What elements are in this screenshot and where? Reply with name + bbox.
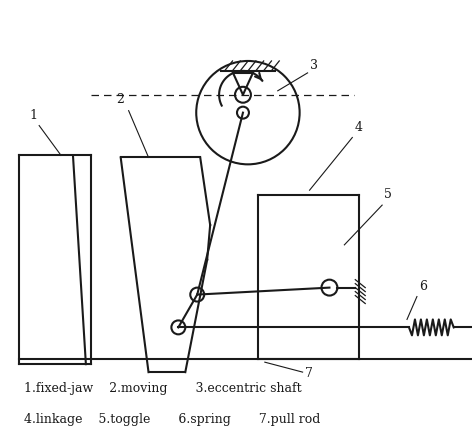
Circle shape [190, 287, 204, 302]
Text: 3: 3 [309, 59, 317, 72]
Text: 7: 7 [305, 367, 313, 380]
Circle shape [171, 320, 185, 334]
Text: 1.fixed-jaw    2.moving       3.eccentric shaft: 1.fixed-jaw 2.moving 3.eccentric shaft [24, 382, 301, 395]
Text: 1: 1 [29, 109, 37, 121]
Text: 5: 5 [384, 188, 392, 201]
Circle shape [322, 279, 337, 295]
Text: 2: 2 [116, 93, 123, 106]
Circle shape [235, 87, 251, 103]
Text: 4: 4 [354, 121, 362, 134]
Text: 4.linkage    5.toggle       6.spring       7.pull rod: 4.linkage 5.toggle 6.spring 7.pull rod [24, 413, 320, 426]
Text: 6: 6 [419, 279, 427, 293]
Circle shape [237, 107, 249, 119]
